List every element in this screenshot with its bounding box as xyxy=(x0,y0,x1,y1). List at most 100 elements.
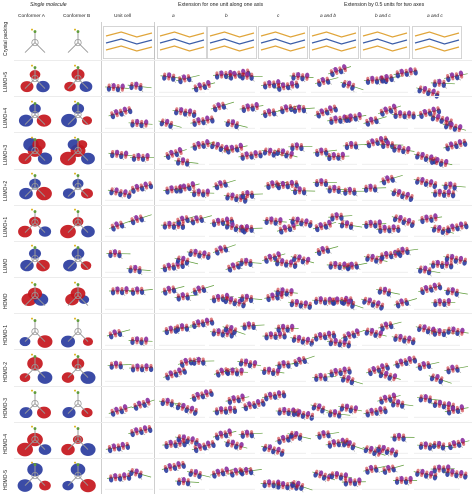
extended-orbital-image xyxy=(159,215,212,237)
extended-orbital-image xyxy=(311,140,367,165)
extended-orbital-image xyxy=(260,142,313,165)
extended-orbital-image xyxy=(159,434,216,454)
header-single-molecule: Single molecule xyxy=(30,2,67,8)
conformer-b-orbital-image xyxy=(62,461,96,493)
extended-orbital-image xyxy=(105,328,153,346)
conformer-b-orbital-image xyxy=(60,136,95,166)
extended-orbital-image xyxy=(105,360,154,382)
row-divider xyxy=(14,204,472,206)
extended-orbital-image xyxy=(311,470,366,490)
row-label: Crystal packing xyxy=(3,21,9,57)
extended-orbital-image xyxy=(414,323,469,346)
extended-orbital-image xyxy=(362,320,416,346)
extended-orbital-image xyxy=(362,103,416,129)
extended-orbital-image xyxy=(260,430,312,457)
row-label: LUMO+1 xyxy=(3,216,9,237)
conformer-b-orbital-image xyxy=(62,389,93,419)
row-label: HOMO-5 xyxy=(3,470,9,490)
extended-orbital-image xyxy=(158,106,215,131)
extended-orbital-image xyxy=(159,317,215,346)
conformer-a-orbital-image xyxy=(17,425,52,457)
row-divider xyxy=(14,313,472,315)
extended-orbital-image xyxy=(311,366,363,387)
crystal-packing-image xyxy=(412,25,462,59)
conformer-a-orbital-image xyxy=(19,353,53,384)
header-axis-c: c xyxy=(277,14,280,19)
extended-orbital-image xyxy=(362,392,414,418)
extended-orbital-image xyxy=(311,246,368,273)
extended-orbital-image xyxy=(362,355,418,383)
extended-orbital-image xyxy=(310,402,362,420)
extended-orbital-image xyxy=(260,479,313,493)
conformer-b-orbital-image xyxy=(60,317,94,348)
extended-orbital-image xyxy=(414,281,468,309)
extended-orbital-image xyxy=(105,285,153,309)
extended-orbital-image xyxy=(159,356,215,382)
extended-orbital-image xyxy=(362,66,418,93)
extended-orbital-image xyxy=(362,174,414,203)
column-divider xyxy=(101,22,102,494)
extended-orbital-image xyxy=(311,104,367,129)
extended-orbital-image xyxy=(311,430,364,454)
extended-orbital-image xyxy=(208,141,263,165)
extended-orbital-image xyxy=(105,105,153,129)
extended-orbital-image xyxy=(209,358,262,382)
row-divider xyxy=(14,457,472,459)
extended-orbital-image xyxy=(159,461,211,490)
row-label: HOMO-1 xyxy=(3,325,9,346)
header-axes-ab: a and b xyxy=(320,14,337,19)
conformer-b-orbital-image xyxy=(61,353,96,384)
extended-orbital-image xyxy=(362,464,418,490)
extended-orbital-image xyxy=(260,179,316,201)
extended-orbital-image xyxy=(105,214,153,237)
extended-orbital-image xyxy=(311,178,366,201)
conformer-a-orbital-image xyxy=(18,208,52,238)
row-divider xyxy=(14,132,472,134)
extended-orbital-image xyxy=(414,70,468,99)
conformer-a-orbital-image xyxy=(20,64,50,92)
extended-orbital-image xyxy=(362,247,419,273)
header-axis-a: a xyxy=(172,14,175,19)
extended-orbital-image xyxy=(413,176,466,201)
extended-orbital-image xyxy=(311,328,364,349)
conformer-b-orbital-image xyxy=(65,281,90,306)
extended-orbital-image xyxy=(105,81,153,93)
conformer-a-orbital-image xyxy=(18,136,53,165)
row-divider xyxy=(14,385,472,387)
extended-orbital-image xyxy=(260,251,315,273)
conformer-b-orbital-image xyxy=(67,28,89,53)
row-divider xyxy=(14,240,472,242)
row-divider xyxy=(14,277,472,279)
row-label: LUMO+2 xyxy=(3,180,9,201)
extended-orbital-image xyxy=(209,68,263,93)
extended-orbital-image xyxy=(361,286,417,311)
extended-orbital-image xyxy=(260,286,312,310)
row-label: LUMO xyxy=(3,258,9,274)
extended-orbital-image xyxy=(209,216,263,237)
extended-orbital-image xyxy=(311,212,363,237)
extended-orbital-image xyxy=(105,249,153,276)
conformer-a-orbital-image xyxy=(18,100,52,127)
crystal-packing-image xyxy=(309,25,359,59)
conformer-a-orbital-image xyxy=(20,244,50,272)
column-divider xyxy=(154,22,155,494)
extended-orbital-image xyxy=(260,216,313,237)
row-label: HOMO-3 xyxy=(3,397,9,418)
extended-orbital-image xyxy=(414,254,467,277)
extended-orbital-image xyxy=(260,355,315,382)
header-axis-b: b xyxy=(225,14,228,19)
crystal-packing-image xyxy=(207,25,257,59)
extended-orbital-image xyxy=(362,214,415,237)
header-axes-ac: a and c xyxy=(427,14,443,19)
crystal-packing-image xyxy=(103,25,155,59)
extended-orbital-image xyxy=(414,213,469,237)
extended-orbital-image xyxy=(159,71,216,93)
extended-orbital-image xyxy=(105,425,153,454)
extended-orbital-image xyxy=(209,292,263,309)
header-conformer-b: Conformer B xyxy=(63,14,91,19)
conformer-b-orbital-image xyxy=(60,208,95,239)
extended-orbital-image xyxy=(362,432,415,458)
header-one-axis: Extension for one unit along one axis xyxy=(178,2,264,8)
conformer-b-orbital-image xyxy=(63,244,92,272)
crystal-packing-image xyxy=(157,25,207,59)
